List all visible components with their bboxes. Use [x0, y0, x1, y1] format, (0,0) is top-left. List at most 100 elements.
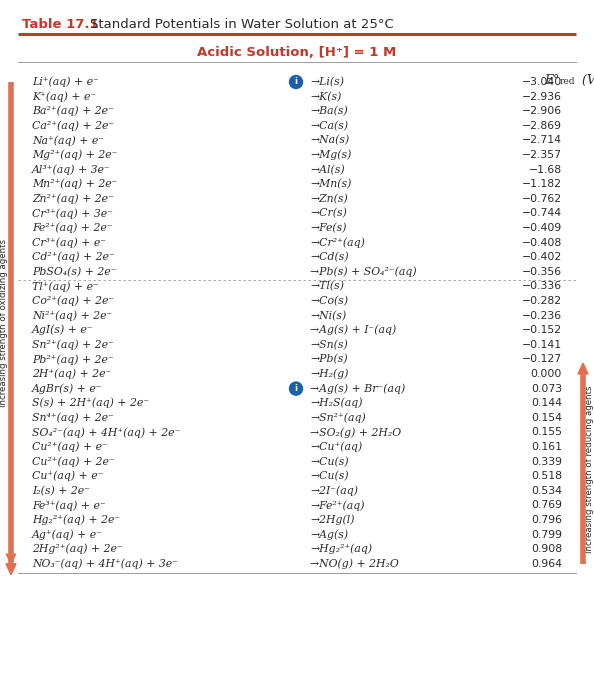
- Text: Standard Potentials in Water Solution at 25°C: Standard Potentials in Water Solution at…: [90, 18, 394, 31]
- Text: Fe³⁺(aq) + e⁻: Fe³⁺(aq) + e⁻: [32, 500, 106, 511]
- Text: Pb²⁺(aq) + 2e⁻: Pb²⁺(aq) + 2e⁻: [32, 354, 113, 365]
- Text: −2.936: −2.936: [522, 92, 562, 102]
- Text: →2Hg(l): →2Hg(l): [310, 515, 355, 526]
- Text: Li⁺(aq) + e⁻: Li⁺(aq) + e⁻: [32, 77, 99, 87]
- Text: →Cr(s): →Cr(s): [310, 208, 347, 219]
- Text: Mn²⁺(aq) + 2e⁻: Mn²⁺(aq) + 2e⁻: [32, 179, 118, 190]
- Text: →2I⁻(aq): →2I⁻(aq): [310, 485, 358, 496]
- Text: Sn²⁺(aq) + 2e⁻: Sn²⁺(aq) + 2e⁻: [32, 339, 113, 350]
- Text: 0.796: 0.796: [531, 515, 562, 525]
- Text: Ca²⁺(aq) + 2e⁻: Ca²⁺(aq) + 2e⁻: [32, 120, 114, 131]
- Text: 0.144: 0.144: [531, 398, 562, 409]
- Text: Increasing strength of oxidizing agents: Increasing strength of oxidizing agents: [0, 239, 8, 407]
- Text: 0.000: 0.000: [530, 369, 562, 379]
- Text: (V): (V): [578, 74, 594, 87]
- Text: −0.402: −0.402: [522, 252, 562, 262]
- Text: →Pb(s): →Pb(s): [310, 354, 347, 365]
- Text: 0.769: 0.769: [531, 501, 562, 510]
- Text: →Al(s): →Al(s): [310, 164, 345, 175]
- Text: Ag⁺(aq) + e⁻: Ag⁺(aq) + e⁻: [32, 530, 103, 540]
- Text: 0.161: 0.161: [531, 442, 562, 452]
- Text: →Ag(s) + Br⁻(aq): →Ag(s) + Br⁻(aq): [310, 384, 405, 394]
- Text: Mg²⁺(aq) + 2e⁻: Mg²⁺(aq) + 2e⁻: [32, 149, 118, 160]
- Text: −2.906: −2.906: [522, 106, 562, 116]
- Text: Cu²⁺(aq) + 2e⁻: Cu²⁺(aq) + 2e⁻: [32, 456, 115, 467]
- Text: →Co(s): →Co(s): [310, 296, 348, 306]
- Text: →Fe²⁺(aq): →Fe²⁺(aq): [310, 500, 365, 511]
- Text: Cr³⁺(aq) + e⁻: Cr³⁺(aq) + e⁻: [32, 238, 106, 248]
- Text: Cr³⁺(aq) + 3e⁻: Cr³⁺(aq) + 3e⁻: [32, 208, 113, 219]
- Text: −0.408: −0.408: [522, 238, 562, 248]
- Text: →Cu(s): →Cu(s): [310, 456, 349, 467]
- Polygon shape: [578, 363, 588, 374]
- Text: Acidic Solution, [H⁺] = 1 ​M: Acidic Solution, [H⁺] = 1 ​M: [197, 46, 397, 59]
- Text: Na⁺(aq) + e⁻: Na⁺(aq) + e⁻: [32, 135, 104, 145]
- Text: Ba²⁺(aq) + 2e⁻: Ba²⁺(aq) + 2e⁻: [32, 106, 113, 116]
- Text: Zn²⁺(aq) + 2e⁻: Zn²⁺(aq) + 2e⁻: [32, 194, 113, 204]
- Text: i: i: [295, 384, 298, 393]
- Text: →Fe(s): →Fe(s): [310, 223, 346, 233]
- Text: −1.182: −1.182: [522, 179, 562, 189]
- Text: I₂(s) + 2e⁻: I₂(s) + 2e⁻: [32, 486, 90, 496]
- Text: 0.908: 0.908: [531, 544, 562, 554]
- Text: →Mg(s): →Mg(s): [310, 149, 352, 160]
- Text: −0.409: −0.409: [522, 223, 562, 233]
- Text: −2.714: −2.714: [522, 135, 562, 145]
- Text: →Na(s): →Na(s): [310, 135, 349, 145]
- Text: K⁺(aq) + e⁻: K⁺(aq) + e⁻: [32, 92, 96, 102]
- Text: →Ag(s) + I⁻(aq): →Ag(s) + I⁻(aq): [310, 325, 396, 335]
- Text: →Ca(s): →Ca(s): [310, 120, 348, 131]
- Text: −0.236: −0.236: [522, 311, 562, 320]
- Text: →Cr²⁺(aq): →Cr²⁺(aq): [310, 238, 365, 248]
- Text: −2.869: −2.869: [522, 120, 562, 131]
- Text: PbSO₄(s) + 2e⁻: PbSO₄(s) + 2e⁻: [32, 267, 116, 277]
- Text: −0.336: −0.336: [522, 281, 562, 291]
- Text: 0.534: 0.534: [531, 486, 562, 496]
- Polygon shape: [6, 564, 16, 575]
- Text: 0.155: 0.155: [531, 427, 562, 437]
- Text: →Ni(s): →Ni(s): [310, 310, 346, 321]
- Text: SO₄²⁻(aq) + 4H⁺(aq) + 2e⁻: SO₄²⁻(aq) + 4H⁺(aq) + 2e⁻: [32, 427, 180, 437]
- Text: S(s) + 2H⁺(aq) + 2e⁻: S(s) + 2H⁺(aq) + 2e⁻: [32, 398, 149, 409]
- Text: →K(s): →K(s): [310, 92, 342, 102]
- Text: −0.127: −0.127: [522, 355, 562, 364]
- Text: →Sn²⁺(aq): →Sn²⁺(aq): [310, 413, 366, 423]
- Text: Cu⁺(aq) + e⁻: Cu⁺(aq) + e⁻: [32, 471, 103, 481]
- Text: 0.339: 0.339: [531, 456, 562, 466]
- Text: →Sn(s): →Sn(s): [310, 340, 347, 350]
- Text: Increasing strength of reducing agents: Increasing strength of reducing agents: [586, 385, 594, 553]
- Text: 0.799: 0.799: [531, 530, 562, 540]
- Text: 2H⁺(aq) + 2e⁻: 2H⁺(aq) + 2e⁻: [32, 369, 111, 380]
- Text: Cu²⁺(aq) + e⁻: Cu²⁺(aq) + e⁻: [32, 441, 108, 452]
- Text: −3.040: −3.040: [522, 77, 562, 87]
- Text: →Cu(s): →Cu(s): [310, 471, 349, 481]
- Text: 0.073: 0.073: [531, 384, 562, 394]
- Text: red: red: [560, 77, 576, 86]
- Text: →SO₂(g) + 2H₂O: →SO₂(g) + 2H₂O: [310, 427, 401, 437]
- Text: −0.282: −0.282: [522, 296, 562, 306]
- Text: Table 17.1: Table 17.1: [22, 18, 99, 31]
- Text: 0.518: 0.518: [531, 471, 562, 481]
- Text: →Ag(s): →Ag(s): [310, 530, 348, 540]
- Text: Hg₂²⁺(aq) + 2e⁻: Hg₂²⁺(aq) + 2e⁻: [32, 515, 120, 526]
- Text: →Cu⁺(aq): →Cu⁺(aq): [310, 441, 362, 452]
- Text: −2.357: −2.357: [522, 150, 562, 160]
- Text: →NO(g) + 2H₂O: →NO(g) + 2H₂O: [310, 559, 399, 569]
- Text: →Li(s): →Li(s): [310, 77, 344, 87]
- Text: −1.68: −1.68: [529, 165, 562, 174]
- Text: i: i: [295, 77, 298, 87]
- Text: −0.356: −0.356: [522, 267, 562, 277]
- Text: Fe²⁺(aq) + 2e⁻: Fe²⁺(aq) + 2e⁻: [32, 223, 112, 234]
- Text: →Cd(s): →Cd(s): [310, 252, 349, 262]
- Text: Co²⁺(aq) + 2e⁻: Co²⁺(aq) + 2e⁻: [32, 295, 114, 306]
- Text: →Zn(s): →Zn(s): [310, 194, 347, 204]
- Text: →Tl(s): →Tl(s): [310, 281, 344, 291]
- Circle shape: [289, 75, 302, 89]
- Text: Tl⁺(aq) + e⁻: Tl⁺(aq) + e⁻: [32, 281, 99, 291]
- Text: 0.154: 0.154: [531, 413, 562, 423]
- Text: 0.964: 0.964: [531, 559, 562, 569]
- Text: NO₃⁻(aq) + 4H⁺(aq) + 3e⁻: NO₃⁻(aq) + 4H⁺(aq) + 3e⁻: [32, 559, 178, 569]
- Text: AgBr(s) + e⁻: AgBr(s) + e⁻: [32, 384, 103, 394]
- Text: →Ba(s): →Ba(s): [310, 106, 347, 116]
- Text: →H₂(g): →H₂(g): [310, 369, 349, 380]
